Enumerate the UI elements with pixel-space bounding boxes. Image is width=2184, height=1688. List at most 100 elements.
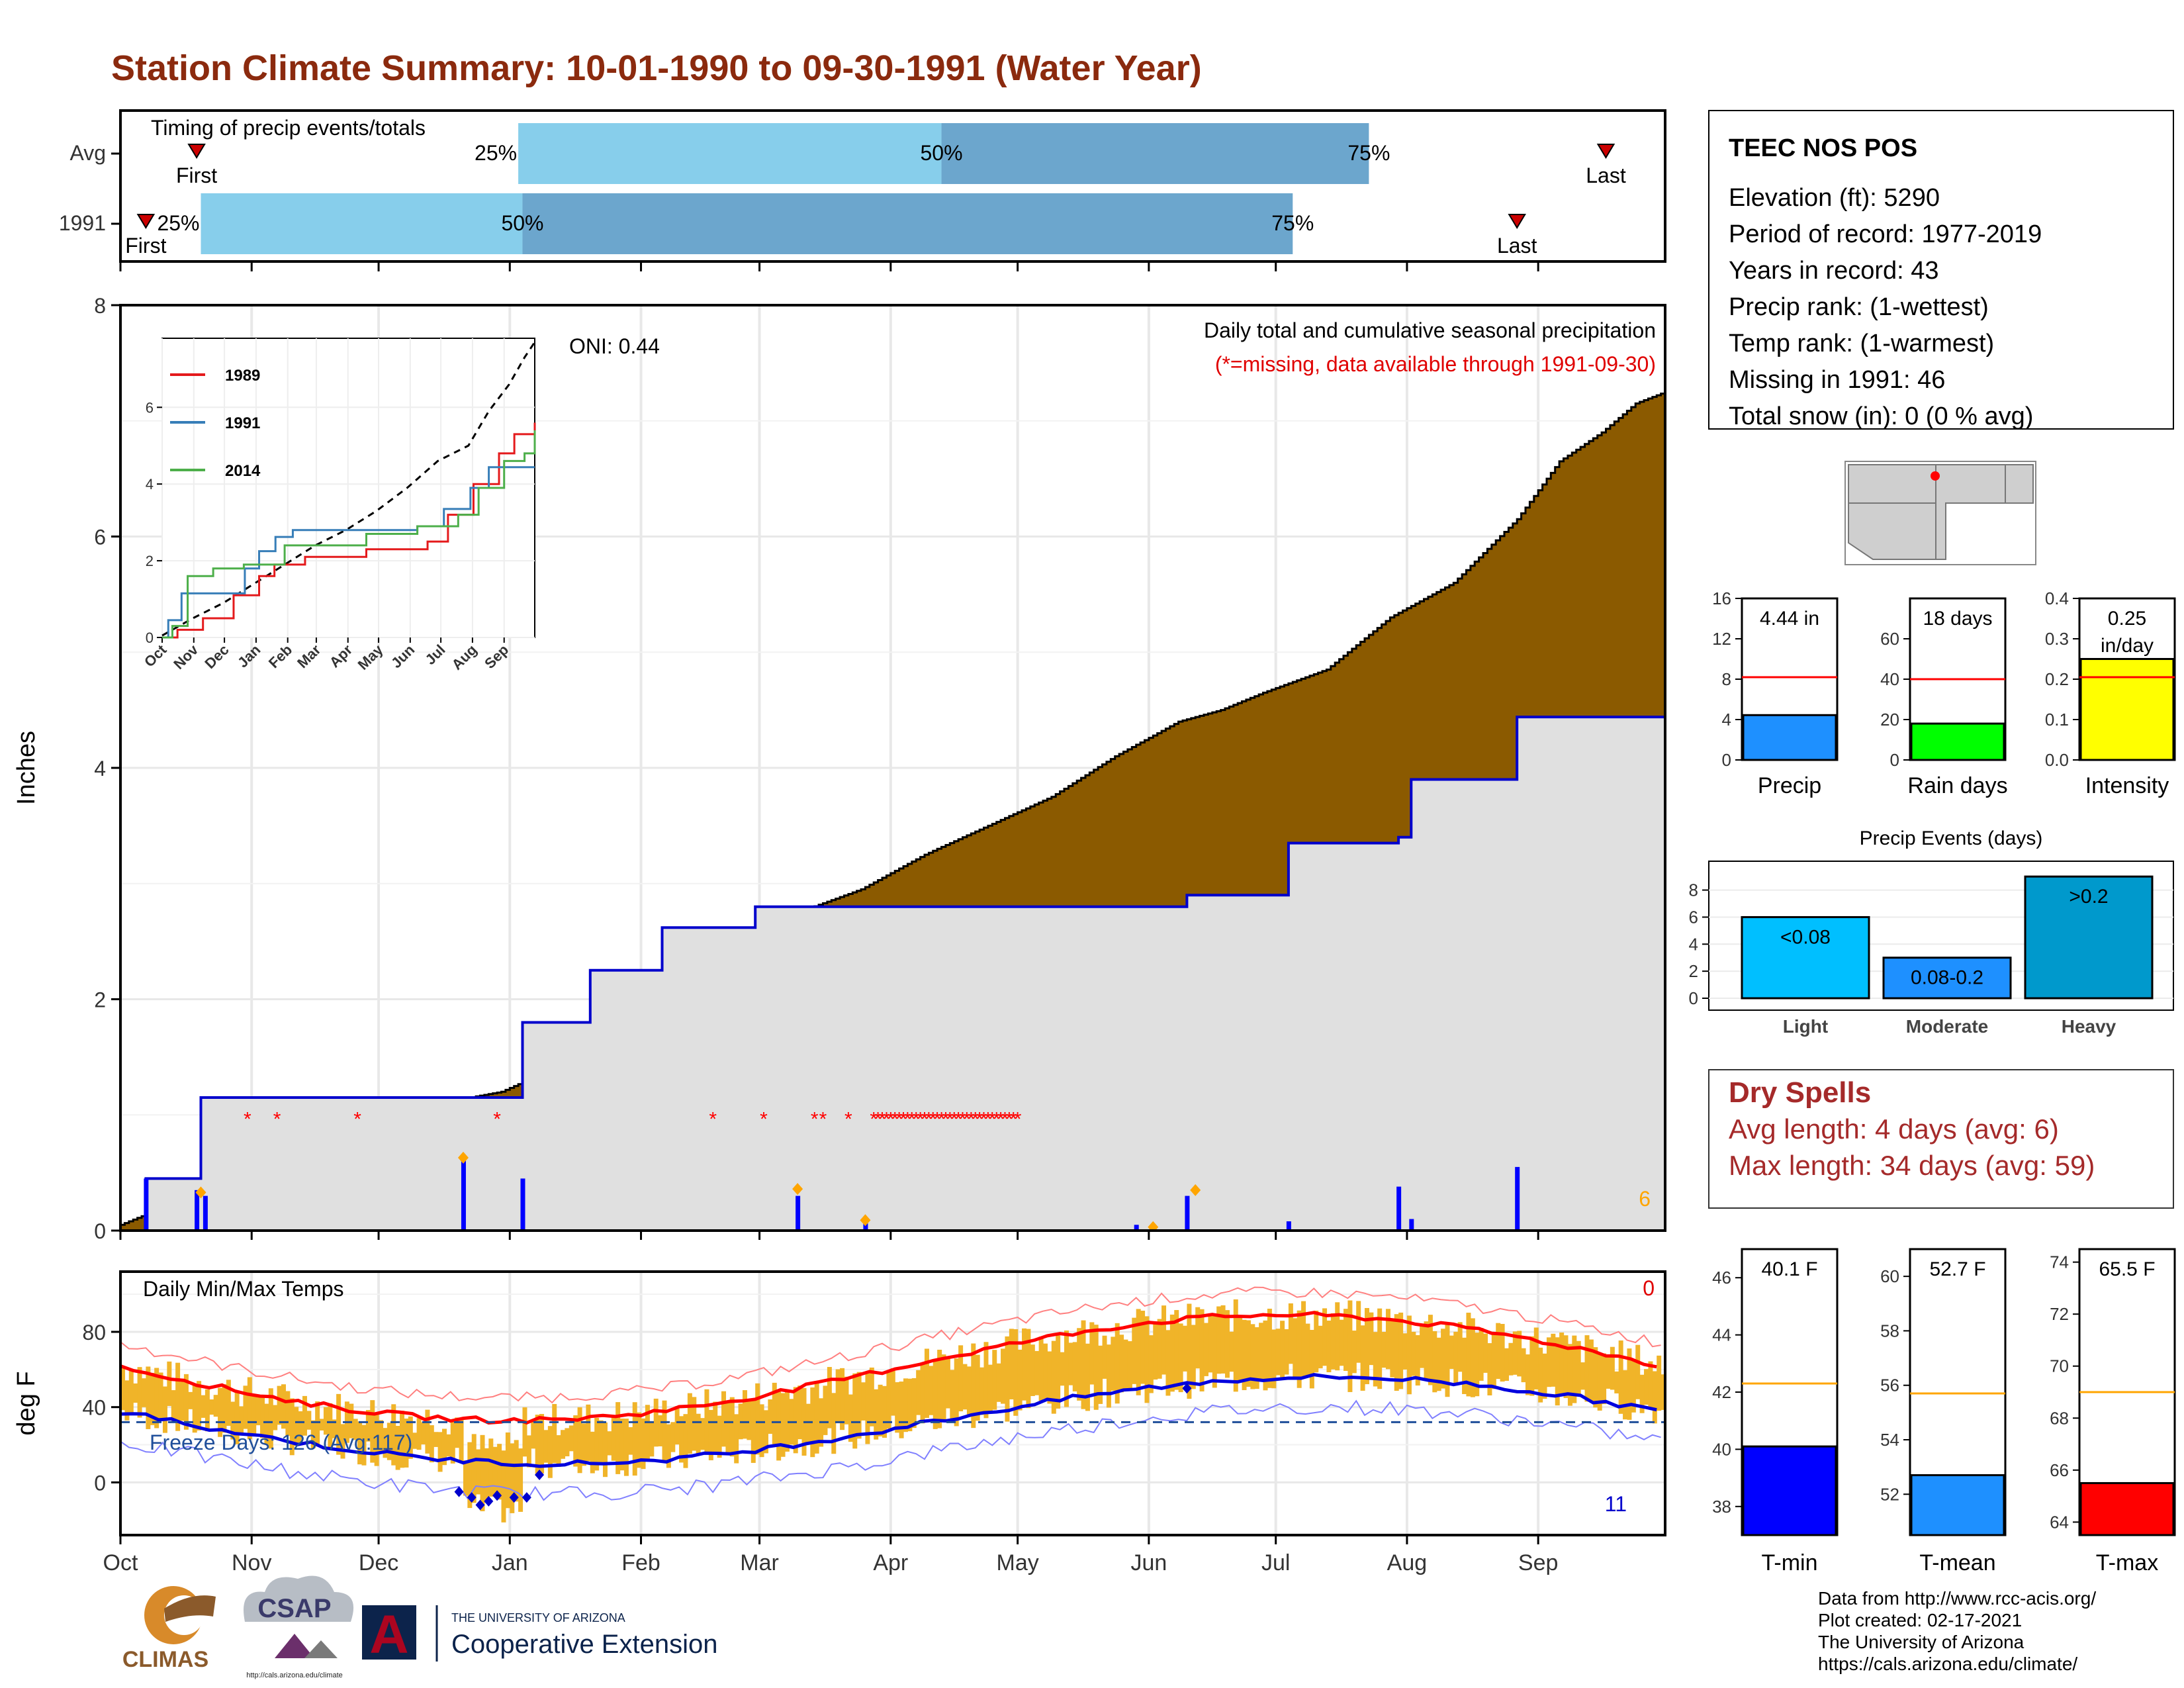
daily-temp-bar (776, 1391, 782, 1461)
daily-temp-bar (1398, 1312, 1404, 1389)
daily-temp-bar (357, 1421, 363, 1465)
daily-temp-bar (700, 1418, 705, 1450)
daily-temp-bar (471, 1434, 477, 1503)
daily-temp-bar (945, 1358, 950, 1409)
missing-day-mark: * (942, 1108, 950, 1130)
daily-temp-bar (1326, 1320, 1332, 1373)
precip-events-panel: Precip Events (days) 0 2 4 6 8 <0.08 Light 0.08… (1689, 827, 2174, 1037)
daily-temp-bar (1496, 1323, 1501, 1380)
record-high-line (120, 1286, 1661, 1404)
timing-last-label: Last (1497, 234, 1537, 258)
daily-temp-bar (619, 1418, 625, 1471)
daily-temp-bar (814, 1381, 819, 1454)
timing-first-marker (187, 144, 206, 159)
daily-temp-bar (958, 1345, 964, 1412)
missing-day-mark: * (904, 1108, 912, 1130)
cold-day-marker (484, 1495, 494, 1507)
daily-temp-bar (1293, 1318, 1298, 1378)
temp-stat-tick-label: 72 (2050, 1304, 2069, 1324)
daily-temp-bar (446, 1434, 451, 1457)
daily-temp-bar (1627, 1348, 1632, 1420)
daily-temp-bar (1043, 1343, 1048, 1399)
cold-day-marker (492, 1490, 502, 1501)
daily-temp-bar (1051, 1340, 1056, 1414)
daily-temp-bar (721, 1391, 727, 1447)
daily-temp-bar (1309, 1329, 1314, 1389)
temp-ytick-label: 0 (94, 1471, 106, 1495)
missing-day-mark: * (929, 1108, 937, 1130)
events-tick-label: 2 (1689, 961, 1698, 981)
daily-temp-bar (315, 1401, 320, 1447)
daily-precip-bar (1396, 1186, 1402, 1231)
daily-temp-bar (1183, 1325, 1188, 1372)
daily-temp-bar (594, 1417, 600, 1471)
daily-temp-bar (561, 1430, 566, 1459)
daily-temp-bar (1402, 1333, 1408, 1370)
daily-temp-bar (1436, 1337, 1441, 1391)
daily-temp-bar (666, 1424, 671, 1468)
missing-day-mark: * (967, 1108, 975, 1130)
daily-temp-bar (476, 1449, 481, 1495)
precip-event-pin (860, 1214, 871, 1227)
timing-p25-label: 25% (157, 211, 199, 235)
daily-temp-bar (615, 1402, 621, 1474)
station-info-line: Missing in 1991: 46 (1729, 366, 1945, 394)
daily-temp-bar (1089, 1322, 1095, 1385)
daily-temp-bar (1631, 1360, 1636, 1413)
daily-temp-bar (996, 1363, 1001, 1402)
daily-temp-bar (209, 1399, 214, 1415)
daily-temp-bar (379, 1420, 384, 1454)
precip-stat-value: 0.25 (2108, 608, 2146, 630)
daily-temp-bar (416, 1418, 422, 1450)
precip-ytick-label: 8 (94, 294, 106, 318)
daily-temp-bar (687, 1393, 692, 1454)
daily-temp-bar (1022, 1328, 1027, 1401)
daily-temp-bar (1373, 1332, 1378, 1387)
daily-temp-bar (1415, 1335, 1420, 1386)
missing-day-mark: * (976, 1108, 983, 1130)
temp-stat-value: 40.1 F (1761, 1258, 1817, 1280)
corner-count: 6 (1639, 1187, 1651, 1211)
daily-temp-bar (1148, 1335, 1154, 1393)
daily-temp-bar (852, 1373, 858, 1449)
daily-temp-bar (768, 1399, 773, 1434)
daily-temp-bar (1411, 1331, 1416, 1376)
cold-day-marker (475, 1499, 485, 1511)
daily-temp-bar (1406, 1315, 1412, 1395)
inset-line-1989 (162, 422, 536, 639)
daily-temp-bar (1203, 1323, 1208, 1376)
missing-day-mark: * (1005, 1108, 1013, 1130)
station-location-marker (1931, 471, 1940, 481)
inset-legend-label: 1991 (225, 414, 260, 432)
daily-temp-bar (1271, 1329, 1277, 1389)
daily-temp-bar (128, 1370, 134, 1413)
precip-ylabel: Inches (13, 731, 40, 805)
daily-temp-bar (844, 1376, 849, 1425)
daily-precip-bar (203, 1196, 208, 1231)
timing-row-label: Avg (69, 141, 106, 165)
daily-temp-bar (1250, 1324, 1255, 1389)
precip-stat-tick-label: 4 (1722, 710, 1731, 729)
daily-temp-bar (1195, 1307, 1201, 1369)
daily-temp-bar (1580, 1362, 1586, 1390)
daily-temp-bar (1322, 1308, 1328, 1366)
daily-temp-bar (679, 1416, 684, 1463)
station-info-line: Precip rank: (1-wettest) (1729, 293, 1989, 321)
temp-ytick-label: 80 (82, 1321, 106, 1344)
daily-temp-bar (1208, 1315, 1213, 1373)
daily-temp-bar (916, 1370, 921, 1415)
daily-temp-bar (201, 1395, 206, 1418)
precip-ytick-label: 4 (94, 757, 106, 780)
daily-temp-bar (1263, 1320, 1268, 1391)
daily-temp-bar (1199, 1309, 1205, 1391)
daily-temp-bar (1479, 1328, 1484, 1381)
missing-day-mark: * (972, 1108, 979, 1130)
daily-temp-bar (1462, 1337, 1467, 1394)
daily-temp-bar (501, 1450, 506, 1523)
temp-stat-tick-label: 58 (1880, 1321, 1899, 1340)
daily-temp-bar (911, 1378, 917, 1429)
daily-temp-bar (582, 1423, 586, 1466)
daily-temp-bar (611, 1417, 616, 1461)
daily-temp-bar (1178, 1323, 1183, 1393)
temp-stat-bar (1742, 1445, 1837, 1536)
